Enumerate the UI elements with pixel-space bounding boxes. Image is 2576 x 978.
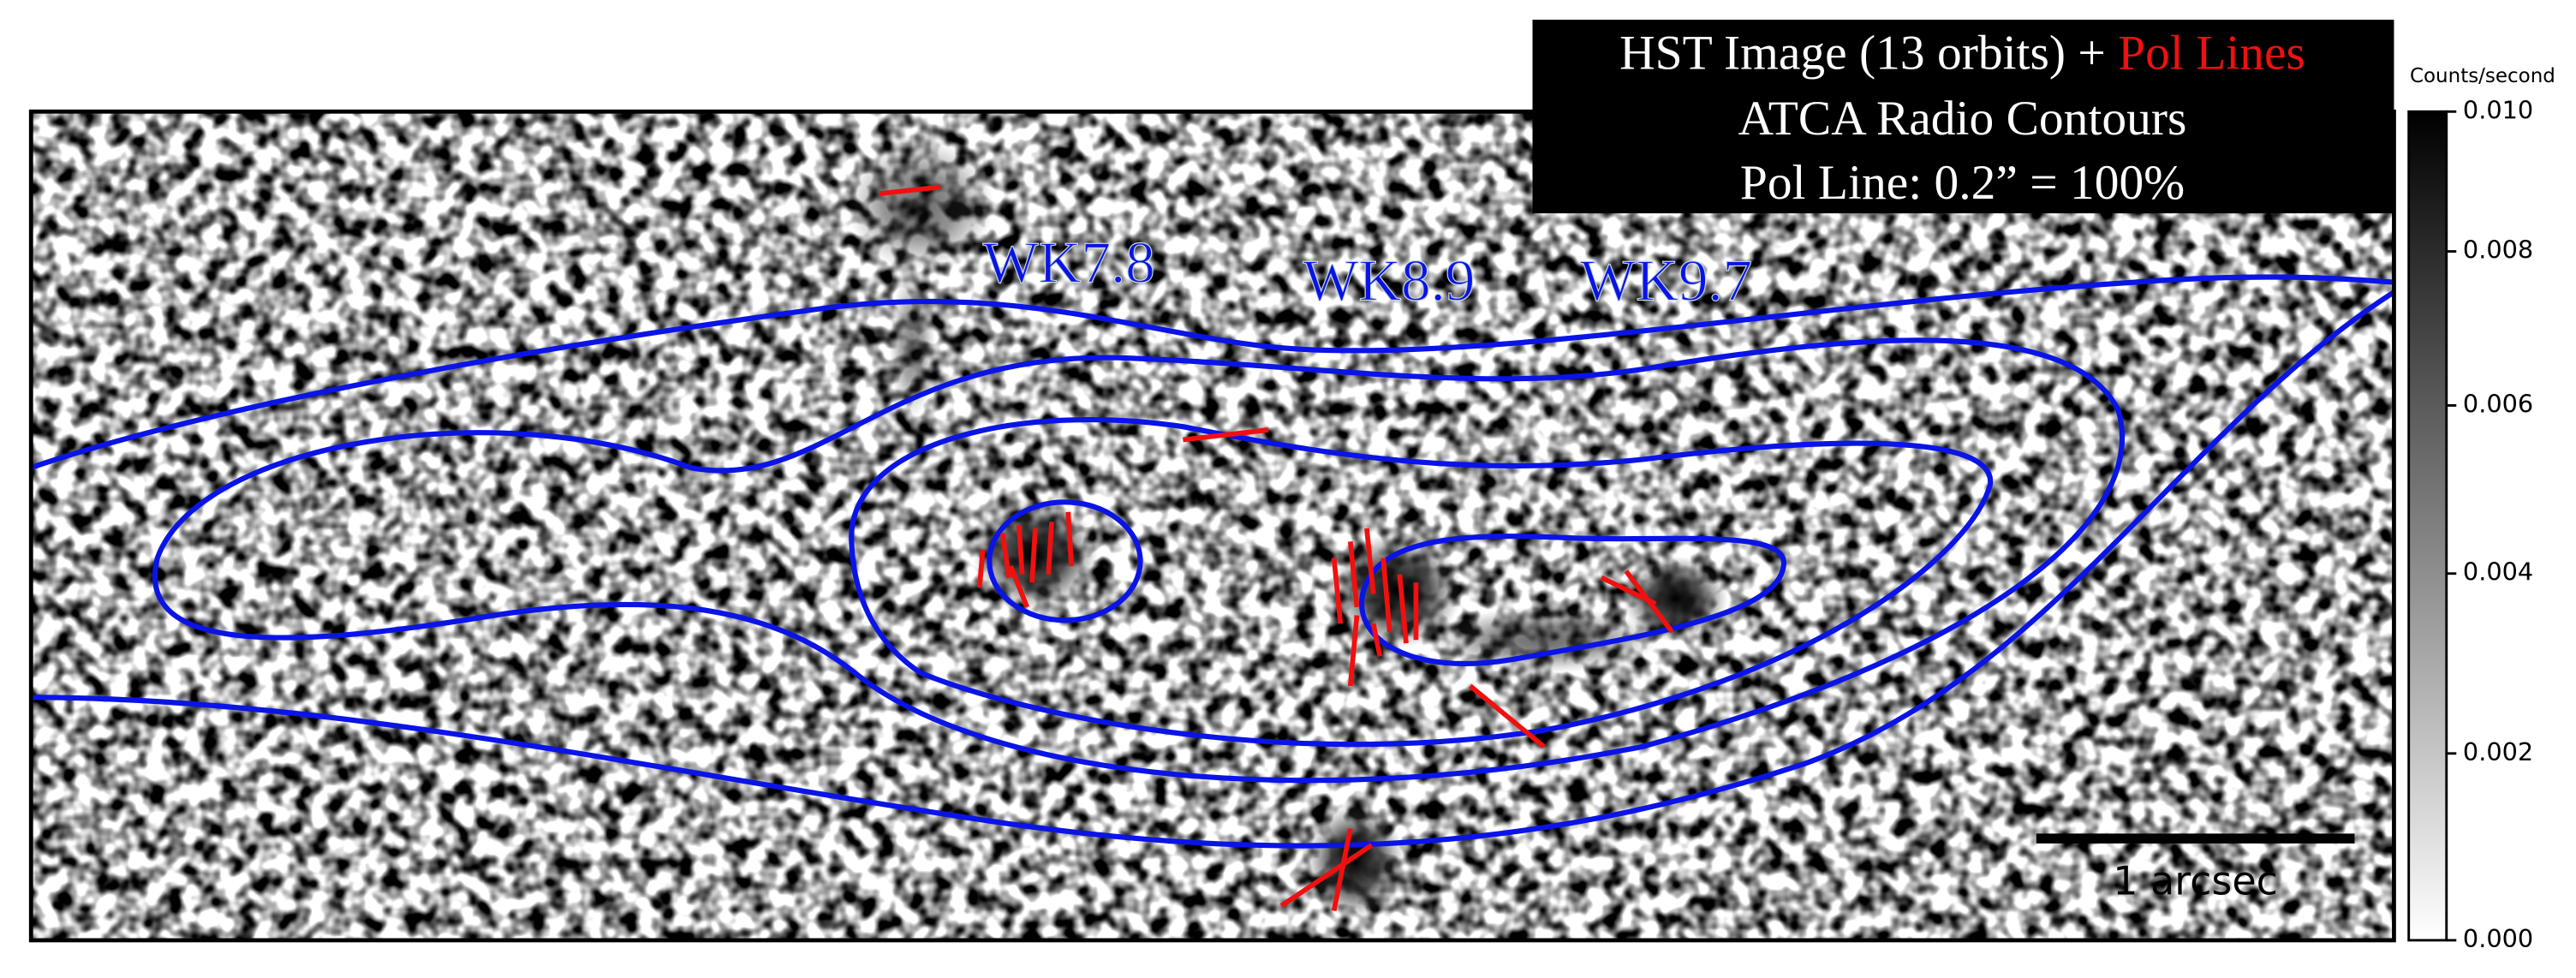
- colorbar-label: Counts/second: [2410, 65, 2555, 87]
- colorbar-tick-label: 0.006: [2463, 389, 2533, 418]
- source-labels: WK7.8 WK8.9 WK9.7: [982, 230, 1753, 313]
- colorbar-tick-label: 0.000: [2463, 924, 2533, 953]
- colorbar-tick-label: 0.008: [2463, 236, 2533, 265]
- header-box: [1532, 19, 2394, 214]
- colorbar-tick-label: 0.010: [2463, 95, 2533, 124]
- source-label: WK9.7: [1580, 248, 1752, 313]
- colorbar: [2407, 110, 2448, 942]
- image: [31, 111, 2394, 940]
- header-text: HST Image (13 orbits) +: [1619, 26, 2118, 80]
- header-highlight: Pol Lines: [2118, 26, 2305, 80]
- source-label: WK8.9: [1303, 248, 1475, 313]
- header: HST Image (13 orbits) + Pol Lines ATCA R…: [1619, 26, 2305, 209]
- colorbar-tick-label: 0.004: [2463, 558, 2533, 587]
- pol-lines: [879, 184, 1674, 912]
- colorbar-tick-label: 0.002: [2463, 737, 2533, 766]
- header-line: Pol Line: 0.2” = 100%: [1740, 156, 2185, 210]
- header-line: HST Image (13 orbits) + Pol Lines: [1619, 26, 2305, 80]
- scale-label: 1 arcsec: [2113, 857, 2278, 903]
- header-line: ATCA Radio Contours: [1738, 92, 2187, 146]
- image-frame: [28, 109, 2396, 943]
- source-label: WK7.8: [983, 230, 1155, 295]
